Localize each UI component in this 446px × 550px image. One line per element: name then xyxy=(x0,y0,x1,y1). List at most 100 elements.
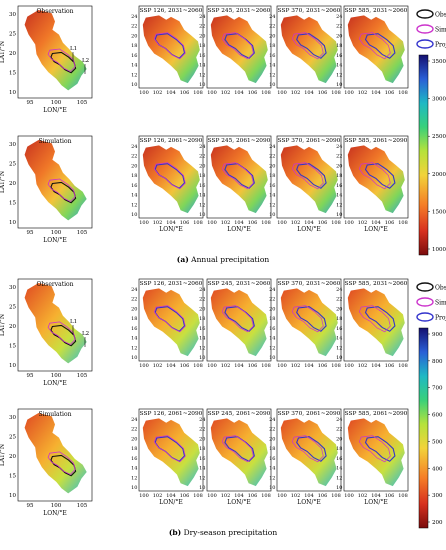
scenario-map-ytick: 10 xyxy=(199,82,205,88)
scenario-map-xtick: 106 xyxy=(248,493,258,499)
scenario-map-ytick: 16 xyxy=(336,456,342,462)
scenario-map-title: SSP 585, 2061~2090 xyxy=(345,411,408,417)
scenario-map-xtick: 100 xyxy=(277,363,287,369)
sim-contour xyxy=(221,162,254,190)
scenario-map-basin xyxy=(210,145,268,214)
scenario-map-ytick: 22 xyxy=(269,297,275,303)
small-map-xtick: 95 xyxy=(27,100,34,106)
scenario-map-title: SSP 126, 2061~2090 xyxy=(140,411,203,417)
scenario-map-ytick: 22 xyxy=(269,427,275,433)
scenario-map-xtick: 108 xyxy=(193,220,203,226)
caption-letter: (a) xyxy=(177,255,189,264)
scenario-map-xtick: 108 xyxy=(331,493,341,499)
legend-label-obs: Obs xyxy=(435,285,446,292)
colorbar-tick-label: 3000 xyxy=(432,97,446,103)
scenario-map-xtick: 106 xyxy=(180,493,190,499)
scenario-map-title: SSP 126, 2031~2060 xyxy=(140,281,203,287)
scenario-map-ytick: 24 xyxy=(199,144,205,150)
scenario-map-xtick: 102 xyxy=(153,493,163,499)
scenario-map-ytick: 10 xyxy=(131,212,137,218)
colorbar-tick-label: 300 xyxy=(432,493,443,499)
scenario-map-xtick: 100 xyxy=(207,363,217,369)
small-map-ytick: 20 xyxy=(9,454,16,460)
small-map-ytick: 30 xyxy=(9,415,16,421)
scenario-map-ytick: 14 xyxy=(336,466,342,472)
colorbar: 3500 3000 2500 2000 1500 1000 xyxy=(418,54,446,256)
scenario-map-basin xyxy=(142,145,200,214)
proj-contour xyxy=(364,436,396,462)
line-label-l1: L1 xyxy=(70,319,77,325)
sim-contour xyxy=(47,178,76,202)
scenario-map-xlabel: LON/°E xyxy=(227,499,251,506)
scenario-map-basin xyxy=(280,15,338,84)
scenario-map-xtick: 100 xyxy=(277,90,287,96)
scenario-map-ytick: 12 xyxy=(199,345,205,351)
scenario-map-title: SSP 126, 2061~2090 xyxy=(140,138,203,144)
scenario-map-ytick: 20 xyxy=(269,436,275,442)
scenario-map-xtick: 100 xyxy=(139,220,149,226)
small-map-ytick: 15 xyxy=(9,71,16,77)
colorbar-tick-label: 2500 xyxy=(432,134,446,140)
scenario-map-xtick: 108 xyxy=(331,363,341,369)
colorbar-tick-label: 900 xyxy=(432,332,443,338)
scenario-map-basin xyxy=(280,418,338,487)
sim-contour xyxy=(153,305,186,333)
scenario-map-title: SSP 245, 2031~2060 xyxy=(208,281,271,287)
legend-label-proj: Proj xyxy=(435,315,446,322)
proj-contour xyxy=(296,306,327,332)
scenario-map-ytick: 18 xyxy=(336,316,342,322)
sim-contour xyxy=(153,162,186,190)
small-map-ytick: 15 xyxy=(9,474,16,480)
legend-swatch-obs xyxy=(416,9,434,19)
scenario-map-xtick: 108 xyxy=(398,493,408,499)
scenario-map-ytick: 12 xyxy=(269,475,275,481)
scenario-map-ytick: 20 xyxy=(336,33,342,39)
colorbar-tick-label: 2000 xyxy=(432,172,446,178)
scenario-map-ytick: 14 xyxy=(131,336,137,342)
scenario-map-ytick: 22 xyxy=(131,297,137,303)
scenario-map-ytick: 14 xyxy=(199,193,205,199)
scenario-map-ytick: 16 xyxy=(199,183,205,189)
scenario-map-ytick: 24 xyxy=(199,287,205,293)
legend-swatch-obs xyxy=(416,282,434,292)
small-map-xtick: 105 xyxy=(77,373,88,379)
scenario-map-ytick: 10 xyxy=(199,212,205,218)
scenario-map-ytick: 20 xyxy=(131,306,137,312)
small-map-title: Simulation xyxy=(39,411,72,418)
scenario-map-ytick: 18 xyxy=(199,316,205,322)
scenario-map-xtick: 102 xyxy=(153,363,163,369)
scenario-map-xtick: 102 xyxy=(153,90,163,96)
small-map: 30 25 20 15 10 95 100 105 LON/°E LAT/°N Observatio… xyxy=(0,5,93,114)
scenario-map-xlabel: LON/°E xyxy=(159,226,183,233)
scenario-map-title: SSP 370, 2031~2060 xyxy=(278,8,341,14)
small-map-xlabel: LON/°E xyxy=(43,510,67,517)
colorbar-tick-label: 1500 xyxy=(432,209,446,215)
sim-contour xyxy=(291,162,324,190)
scenario-map-xtick: 108 xyxy=(398,90,408,96)
small-map-ytick: 25 xyxy=(9,305,16,311)
colorbar-tick-label: 3500 xyxy=(432,59,446,65)
scenario-map-basin xyxy=(142,418,200,487)
scenario-map-title: SSP 245, 2061~2090 xyxy=(208,411,271,417)
caption-text: Dry-season precipitation xyxy=(181,528,277,537)
scenario-map-ytick: 12 xyxy=(269,202,275,208)
scenario-map-xtick: 104 xyxy=(234,493,244,499)
scenario-map-xtick: 102 xyxy=(358,493,368,499)
small-map-xtick: 95 xyxy=(27,230,34,236)
scenario-map-ytick: 14 xyxy=(336,193,342,199)
scenario-map-xtick: 104 xyxy=(304,90,314,96)
scenario-map-ytick: 24 xyxy=(199,417,205,423)
small-map-xlabel: LON/°E xyxy=(43,237,67,244)
scenario-map-ytick: 12 xyxy=(269,72,275,78)
colorbar-tick-label: 800 xyxy=(432,359,443,365)
scenario-map-xtick: 106 xyxy=(180,220,190,226)
sim-contour xyxy=(358,162,391,190)
scenario-map-ytick: 20 xyxy=(269,163,275,169)
scenario-map-ytick: 24 xyxy=(269,417,275,423)
small-map-ylabel: LAT/°N xyxy=(0,171,6,193)
contour-legend: Obs Sim Proj xyxy=(416,9,446,49)
scenario-map-ytick: 22 xyxy=(336,154,342,160)
small-map-ytick: 30 xyxy=(9,285,16,291)
scenario-map-xtick: 104 xyxy=(166,90,176,96)
